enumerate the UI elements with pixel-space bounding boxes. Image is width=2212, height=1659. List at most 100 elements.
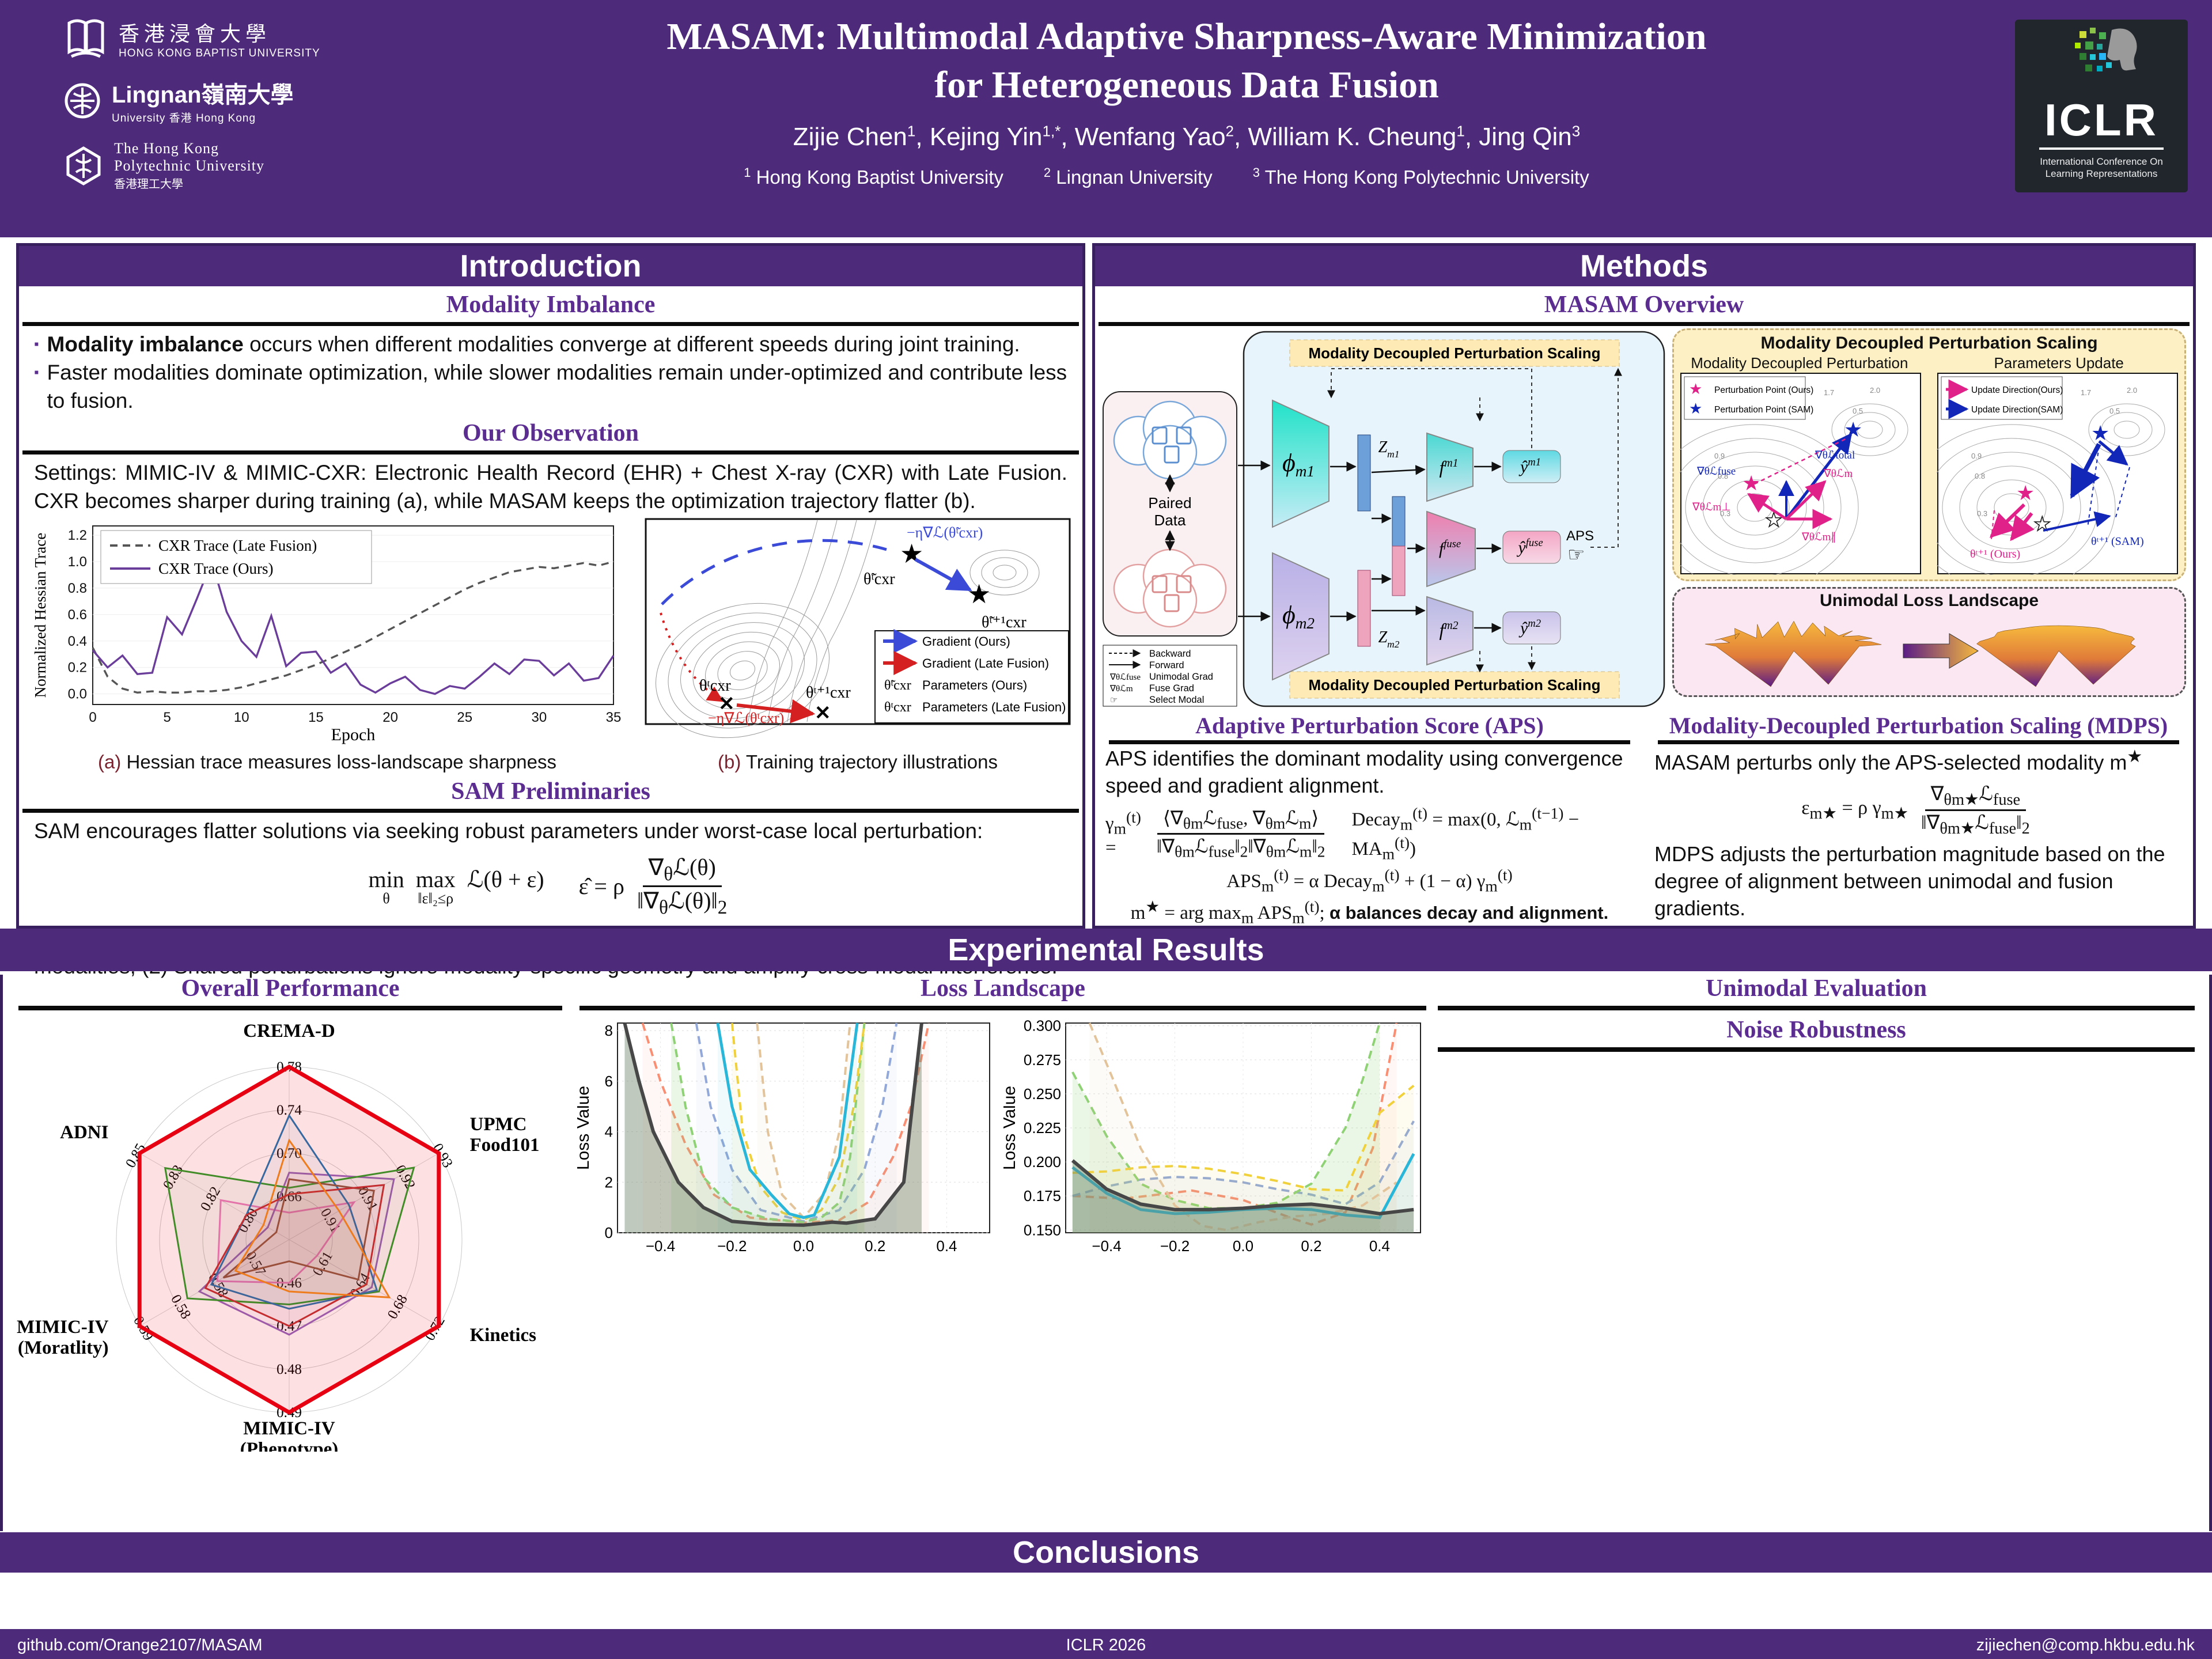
radar-series-MASAM <box>137 1064 441 1415</box>
svg-text:Kinetics: Kinetics <box>470 1325 537 1346</box>
svg-text:Unimodal Grad: Unimodal Grad <box>1149 672 1213 682</box>
sam-equation: min θ max ‖ε‖₂≤ρ ℒ(θ + ε) ε̂ = ρ ∇θℒ(θ) ‖∇θ… <box>368 854 728 918</box>
svg-text:∇θℒfuse: ∇θℒfuse <box>1696 465 1736 478</box>
title-block: MASAM: Multimodal Adaptive Sharpness-Awa… <box>438 10 1936 188</box>
svg-text:Loss Value: Loss Value <box>1003 1086 1019 1170</box>
iclr-logo: ICLR International Conference On Learnin… <box>2015 20 2188 192</box>
svg-text:0.2: 0.2 <box>1301 1237 1321 1255</box>
svg-text:0.66: 0.66 <box>276 1189 302 1205</box>
radar-series-PMR <box>222 1178 375 1281</box>
svg-text:10: 10 <box>234 710 249 725</box>
introduction-panel: Introduction Modality Imbalance ▪ Modalit… <box>16 243 1085 978</box>
svg-text:2: 2 <box>605 1173 613 1191</box>
polyu-logo: The Hong Kong Polytechnic University 香港理… <box>63 140 409 191</box>
svg-text:25: 25 <box>457 710 472 725</box>
polyu-icon <box>66 146 101 185</box>
github-link[interactable]: github.com/Orange2107/MASAM <box>17 1636 263 1654</box>
conclusions-list <box>16 1574 2212 1580</box>
svg-text:θ̃ᵗcxr: θ̃ᵗcxr <box>863 570 895 588</box>
fig-a-legend: CXR Trace (Late Fusion) CXR Trace (Ours) <box>100 530 372 584</box>
svg-text:CREMA-D: CREMA-D <box>243 1021 335 1041</box>
polyu-en2: Polytechnic University <box>114 157 265 174</box>
loss-curve-chart-1: 0 2 4 6 8 −0.4 −0.2 0.0 0.2 0.4 Loss Value <box>577 1022 990 1255</box>
author: Zijie Chen1, <box>793 122 930 151</box>
author: Jing Qin3 <box>1479 122 1581 151</box>
divider <box>1438 1047 2195 1052</box>
polyu-cn: 香港理工大學 <box>114 178 183 191</box>
email-link[interactable]: zijiechen@comp.hkbu.edu.hk <box>1976 1636 2195 1654</box>
loss-series-DrFuse <box>1088 1022 1397 1232</box>
svg-text:0: 0 <box>89 710 96 725</box>
svg-text:0.5: 0.5 <box>1853 407 1863 415</box>
svg-text:θᵗ⁺¹cxr: θᵗ⁺¹cxr <box>806 684 851 702</box>
svg-text:6: 6 <box>605 1073 613 1090</box>
divider <box>18 1006 562 1010</box>
svg-text:0.2: 0.2 <box>68 660 87 676</box>
svg-text:0.175: 0.175 <box>1024 1187 1061 1205</box>
observation-figures: 0.0 0.2 0.4 0.6 0.8 1.0 1.2 0 5 10 15 20 25 30 35 Epoch… <box>19 516 1082 773</box>
svg-text:★: ★ <box>900 539 923 569</box>
svg-text:0.8: 0.8 <box>1975 472 1985 480</box>
svg-text:2.0: 2.0 <box>1870 386 1880 395</box>
svg-text:CXR Trace (Ours): CXR Trace (Ours) <box>158 560 274 577</box>
fig-b-caption: (b) Training trajectory illustrations <box>717 751 998 773</box>
mdps-equation: εm★ = ρ γm★ ∇θm★ℒfuse ‖∇θm★ℒfuse‖2 <box>1801 783 2030 838</box>
radar-series-MLA <box>164 1166 415 1306</box>
unimodal-evaluation-title: Unimodal Evaluation <box>1706 975 1927 1002</box>
svg-text:0.5: 0.5 <box>2109 407 2120 415</box>
svg-text:ŷfuse: ŷfuse <box>1516 537 1543 557</box>
affiliation: 2 Lingnan University <box>1043 165 1213 188</box>
iclr-face-icon <box>2075 28 2137 71</box>
masam-overview-diagram: Modality Decoupled Perturbation Scaling M… <box>1103 331 1665 707</box>
radar-series-MMPareto <box>204 1184 385 1327</box>
methods-header: Methods <box>1095 246 2193 286</box>
svg-text:θᵗ⁺¹ (SAM): θᵗ⁺¹ (SAM) <box>2091 535 2144 548</box>
svg-text:0.0: 0.0 <box>68 687 87 702</box>
svg-text:0.4: 0.4 <box>68 634 87 649</box>
svg-text:Perturbation Point (Ours): Perturbation Point (Ours) <box>1714 385 1813 395</box>
bullet-icon: ▪ <box>34 336 39 352</box>
svg-text:0.3: 0.3 <box>1720 509 1730 518</box>
svg-text:0.2: 0.2 <box>865 1237 885 1255</box>
svg-text:∇θℒm∥: ∇θℒm∥ <box>1801 531 1836 543</box>
svg-text:Backward: Backward <box>1149 649 1191 659</box>
loss-landscape-column: Loss Landscape 0 2 4 6 8 −0.4 −0.2 0.0 0.2 0.4 Los… <box>577 975 1429 1272</box>
mdps-text2: MDPS adjusts the perturbation magnitude … <box>1654 842 2165 920</box>
svg-text:4: 4 <box>605 1123 613 1141</box>
svg-text:0.3: 0.3 <box>1977 509 1987 518</box>
affiliation: 3 The Hong Kong Polytechnic University <box>1252 165 1589 188</box>
our-observation-heading: Our Observation <box>462 420 639 447</box>
svg-text:0.8: 0.8 <box>1718 472 1728 480</box>
mdps-yellow-box: Modality Decoupled Perturbation Scaling … <box>1672 328 2186 581</box>
svg-text:∇θℒtotal: ∇θℒtotal <box>1815 449 1855 461</box>
svg-text:MIMIC-IV: MIMIC-IV <box>17 1317 109 1338</box>
svg-text:★: ★ <box>2016 481 2035 505</box>
svg-text:UPMC: UPMC <box>470 1114 527 1135</box>
svg-text:0.48: 0.48 <box>276 1362 302 1377</box>
svg-text:0.275: 0.275 <box>1024 1051 1061 1069</box>
svg-text:1.7: 1.7 <box>2081 388 2091 397</box>
lingnan-sub: University 香港 Hong Kong <box>112 112 256 124</box>
radar-series-Late Fusion <box>216 1199 356 1284</box>
svg-text:Parameters (Late Fusion): Parameters (Late Fusion) <box>922 700 1066 714</box>
unimodal-landscape-title: Unimodal Loss Landscape <box>1819 591 2039 610</box>
svg-text:★: ★ <box>1765 509 1782 531</box>
svg-text:Forward: Forward <box>1149 660 1184 671</box>
svg-text:CXR Trace (Late Fusion): CXR Trace (Late Fusion) <box>158 537 317 554</box>
hessian-trace-chart: 0.0 0.2 0.4 0.6 0.8 1.0 1.2 0 5 10 15 20 25 30 35 Epoch… <box>32 525 621 744</box>
bullet-icon: ▪ <box>34 364 39 380</box>
mdps-title: Modality-Decoupled Perturbation Scaling … <box>1669 713 2168 738</box>
loss-curve-chart-2: 0.150 0.175 0.200 0.225 0.250 0.275 0.300 −0.4 −… <box>1003 1017 1421 1255</box>
svg-text:0.150: 0.150 <box>1024 1221 1061 1238</box>
loss-series-Late Fusion <box>716 1022 859 1219</box>
divider <box>22 450 1079 455</box>
radar-series-AGM <box>234 1138 391 1298</box>
svg-text:Gradient (Ours): Gradient (Ours) <box>922 634 1010 649</box>
affiliation: 1 Hong Kong Baptist University <box>744 165 1003 188</box>
mdps-section: Modality-Decoupled Perturbation Scaling … <box>1644 711 2193 927</box>
svg-text:APS: APS <box>1566 528 1594 544</box>
methods-panel: Methods MASAM Overview Modality Decouple… <box>1092 243 2196 929</box>
svg-text:(Moratlity): (Moratlity) <box>18 1338 109 1358</box>
